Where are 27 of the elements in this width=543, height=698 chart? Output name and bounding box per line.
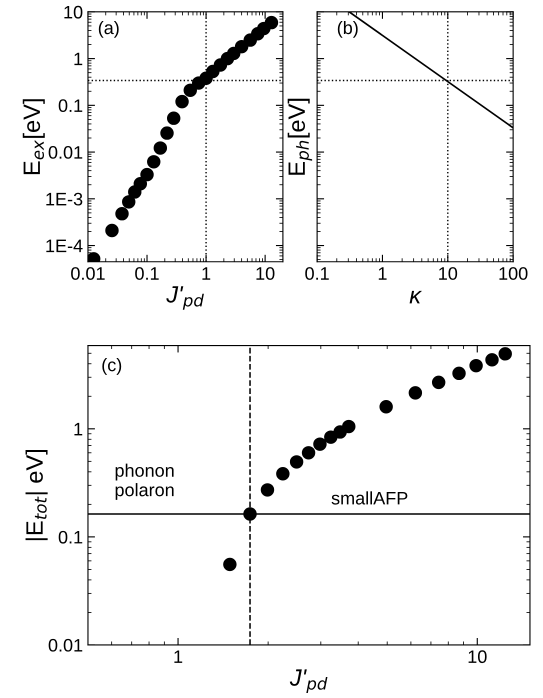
y-tick-label: 0.01 (48, 146, 82, 159)
x-axis-title: J'$_{pd}$ (166, 286, 204, 310)
y-tick-label: 10 (64, 6, 82, 19)
x-tick-label: 10 (439, 267, 458, 280)
y-axis-title: E$_{ph}$[eV] (288, 98, 312, 175)
x-tick-label: 1 (202, 267, 210, 280)
x-tick-label: 0.1 (135, 267, 159, 280)
x-axis-title: κ (410, 290, 422, 304)
annotation: smallAFP (332, 491, 408, 505)
x-axis-title: J'$_{pd}$ (290, 669, 328, 693)
y-tick-label: 0.1 (58, 530, 82, 544)
y-tick-label: 1 (74, 52, 82, 66)
x-tick-label: 0.1 (305, 267, 329, 280)
annotation: (a) (98, 20, 119, 38)
x-tick-label: 100 (499, 267, 528, 280)
y-tick-label: 0.01 (48, 638, 82, 652)
annotation: (c) (102, 358, 122, 375)
y-tick-label: 0.1 (58, 99, 82, 112)
y-tick-label: 1E-4 (46, 240, 83, 252)
annotation: (b) (338, 20, 358, 38)
y-tick-label: 1E-3 (46, 192, 82, 206)
y-axis-title: E$_{ex}$[eV] (22, 99, 45, 174)
y-tick-label: 1 (74, 422, 82, 436)
y-axis-title: |E$_{tot}$| eV] (26, 450, 48, 540)
annotation: phonon polaron (116, 464, 174, 500)
x-tick-label: 1 (378, 267, 387, 280)
x-tick-label: 10 (256, 267, 274, 280)
